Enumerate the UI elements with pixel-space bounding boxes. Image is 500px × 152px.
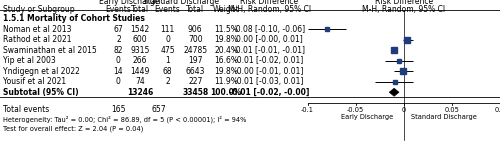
Text: 1542: 1542: [130, 25, 150, 34]
Text: 13246: 13246: [127, 88, 153, 97]
Text: -0.05: -0.05: [347, 107, 364, 113]
Text: 14: 14: [114, 67, 123, 76]
Text: 19.8%: 19.8%: [214, 67, 238, 76]
Text: 74: 74: [135, 77, 145, 86]
Text: -0.01 [-0.03, 0.01]: -0.01 [-0.03, 0.01]: [234, 77, 304, 86]
Text: M-H, Random, 95% CI: M-H, Random, 95% CI: [362, 5, 446, 14]
Text: Total events: Total events: [3, 105, 50, 114]
Text: Standard Discharge: Standard Discharge: [144, 0, 220, 6]
Text: Weight: Weight: [212, 5, 240, 14]
Text: 165: 165: [111, 105, 126, 114]
Text: -0.01 [-0.01, -0.01]: -0.01 [-0.01, -0.01]: [233, 46, 305, 55]
Text: Study or Subgroup: Study or Subgroup: [3, 5, 74, 14]
Text: 11.5%: 11.5%: [214, 25, 238, 34]
Text: Test for overall effect: Z = 2.04 (P = 0.04): Test for overall effect: Z = 2.04 (P = 0…: [3, 126, 144, 132]
Text: Rathod et al 2021: Rathod et al 2021: [3, 35, 71, 44]
Text: 33458: 33458: [182, 88, 208, 97]
Text: Standard Discharge: Standard Discharge: [411, 114, 477, 120]
Text: Heterogeneity: Tau² = 0.00; Chi² = 86.89, df = 5 (P < 0.00001); I² = 94%: Heterogeneity: Tau² = 0.00; Chi² = 86.89…: [3, 116, 246, 123]
Text: 0: 0: [402, 107, 406, 113]
Text: 24785: 24785: [183, 46, 208, 55]
Text: 67: 67: [114, 25, 124, 34]
Text: 0.05: 0.05: [444, 107, 460, 113]
Text: 1: 1: [165, 56, 170, 65]
Text: Swaminathan et al 2015: Swaminathan et al 2015: [3, 46, 97, 55]
Text: 227: 227: [188, 77, 202, 86]
Text: 266: 266: [132, 56, 147, 65]
Text: 100.0%: 100.0%: [210, 88, 242, 97]
Text: 657: 657: [151, 105, 166, 114]
Text: 197: 197: [188, 56, 202, 65]
Text: 0: 0: [116, 56, 121, 65]
Text: 0: 0: [165, 35, 170, 44]
Text: 6643: 6643: [186, 67, 205, 76]
Text: -0.01 [-0.02, 0.01]: -0.01 [-0.02, 0.01]: [234, 56, 304, 65]
Text: Total: Total: [131, 5, 149, 14]
Text: 700: 700: [188, 35, 202, 44]
Text: 2: 2: [165, 77, 170, 86]
Text: 11.9%: 11.9%: [214, 77, 238, 86]
Text: M-H, Random, 95% CI: M-H, Random, 95% CI: [228, 5, 310, 14]
Text: Early Discharge: Early Discharge: [99, 0, 160, 6]
Text: Risk Difference: Risk Difference: [240, 0, 298, 6]
Text: Events: Events: [106, 5, 132, 14]
Text: 111: 111: [160, 25, 174, 34]
Text: 20.4%: 20.4%: [214, 46, 238, 55]
Text: 600: 600: [132, 35, 147, 44]
Text: Subtotal (95% CI): Subtotal (95% CI): [3, 88, 78, 97]
Text: Early Discharge: Early Discharge: [341, 114, 394, 120]
Text: 2: 2: [116, 35, 121, 44]
Polygon shape: [390, 88, 399, 96]
Text: Total: Total: [186, 5, 204, 14]
Text: Events: Events: [154, 5, 180, 14]
Text: Yip et al 2003: Yip et al 2003: [3, 56, 56, 65]
Text: Noman et al 2013: Noman et al 2013: [3, 25, 71, 34]
Text: -0.08 [-0.10, -0.06]: -0.08 [-0.10, -0.06]: [233, 25, 305, 34]
Text: Yousif et al 2021: Yousif et al 2021: [3, 77, 66, 86]
Text: 68: 68: [163, 67, 172, 76]
Text: -0.1: -0.1: [301, 107, 314, 113]
Text: 1.5.1 Mortality of Cohort Studies: 1.5.1 Mortality of Cohort Studies: [3, 14, 145, 23]
Text: -0.01 [-0.02, -0.00]: -0.01 [-0.02, -0.00]: [229, 88, 309, 97]
Text: 1449: 1449: [130, 67, 150, 76]
Text: Yndigegn et al 2022: Yndigegn et al 2022: [3, 67, 80, 76]
Text: 0.1: 0.1: [495, 107, 500, 113]
Text: 475: 475: [160, 46, 175, 55]
Text: 906: 906: [188, 25, 202, 34]
Text: Risk Difference: Risk Difference: [374, 0, 433, 6]
Text: 9315: 9315: [130, 46, 150, 55]
Text: -0.00 [-0.01, 0.01]: -0.00 [-0.01, 0.01]: [234, 67, 304, 76]
Text: 19.8%: 19.8%: [214, 35, 238, 44]
Text: 16.6%: 16.6%: [214, 56, 238, 65]
Text: 0: 0: [116, 77, 121, 86]
Text: 0.00 [-0.00, 0.01]: 0.00 [-0.00, 0.01]: [236, 35, 302, 44]
Text: 82: 82: [114, 46, 123, 55]
